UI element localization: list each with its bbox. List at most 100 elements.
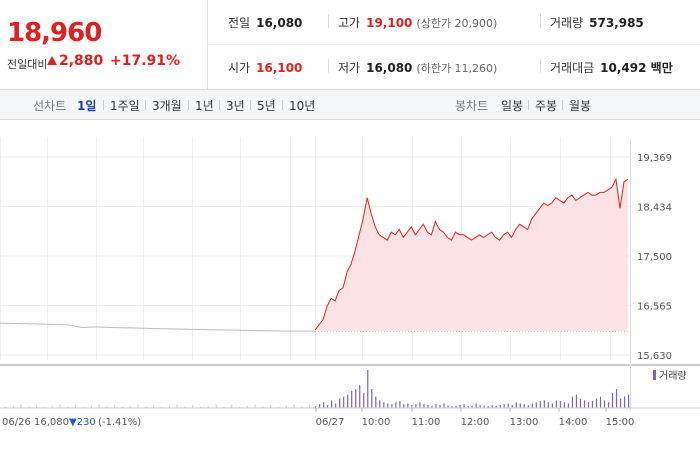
tab-weekly-candle[interactable]: 주봉 (535, 99, 558, 113)
volume-bar (415, 404, 417, 408)
volume-bar (153, 405, 155, 408)
volume-bar (319, 404, 321, 408)
volume-bar (475, 403, 477, 408)
volume-bar (387, 403, 389, 408)
volume-bar (98, 404, 100, 408)
volume-bar (443, 403, 445, 408)
volume-bar (395, 402, 397, 408)
volume-bar (67, 406, 69, 408)
tab-daily-candle[interactable]: 일봉 (501, 99, 524, 113)
volume-legend-swatch (653, 370, 656, 380)
low-value: 16,080 (366, 61, 413, 75)
volume-bar (543, 400, 545, 408)
volume-bar (20, 404, 22, 408)
tab-1day[interactable]: 1일 (77, 99, 97, 113)
volume-bar (487, 406, 489, 408)
volume-bar (455, 405, 457, 408)
line-chart-label: 선차트 (33, 99, 67, 113)
volume-bar (411, 404, 413, 408)
high-value: 19,100 (366, 16, 413, 30)
volume-bar (323, 402, 325, 408)
volume-bar (215, 404, 217, 408)
volume-bar (419, 402, 421, 408)
price-box: 18,960 전일대비 2,880 +17.91% (0, 0, 208, 89)
volume-bar (615, 389, 618, 408)
volume-bar (599, 396, 602, 408)
volume-bar (335, 403, 337, 408)
candle-chart-label: 봉차트 (455, 99, 489, 113)
tab-1year[interactable]: 1년 (195, 99, 214, 113)
volume-bar (383, 402, 385, 408)
price-line-path (314, 177, 629, 331)
upper-limit: (상한가 20,900) (416, 17, 498, 30)
volume-bar (168, 405, 170, 408)
volume-bar (611, 392, 614, 408)
trade-value-label: 거래대금 (550, 61, 595, 75)
volume-bar (559, 401, 561, 408)
volume-bar (451, 406, 453, 408)
prev-day-series (0, 322, 630, 332)
volume-bar (575, 394, 578, 408)
x-axis: 06/27 10:00 11:00 12:00 13:00 14:00 15:00 (315, 408, 634, 428)
volume-bar (447, 405, 449, 408)
high-price: 고가 19,100 (상한가 20,900) (338, 14, 497, 31)
tab-1week[interactable]: 1주일 (110, 99, 140, 113)
volume-bar (114, 405, 116, 408)
volume-bar (351, 390, 353, 408)
volume-bar (571, 396, 574, 408)
tab-5years[interactable]: 5년 (257, 99, 276, 113)
x-tick-label: 06/27 (316, 417, 345, 428)
volume-bar (479, 404, 481, 408)
volume-bar (293, 404, 295, 408)
volume-bar (555, 400, 557, 408)
change-label: 전일대비 (7, 58, 48, 71)
volume-bar (595, 398, 598, 408)
change-percent: +17.91% (110, 53, 181, 69)
volume-bar (628, 394, 630, 408)
volume-bar (563, 402, 565, 408)
y-axis: 19,369 18,434 17,500 16,565 15,630 (637, 153, 672, 362)
tab-10years[interactable]: 10년 (289, 99, 316, 113)
volume-bar (407, 403, 409, 408)
volume-bar (399, 401, 401, 408)
volume-bar (427, 404, 429, 408)
volume-label: 거래량 (550, 16, 584, 30)
high-label: 고가 (338, 16, 361, 30)
volume-bar (106, 406, 108, 408)
tab-monthly-candle[interactable]: 월봉 (569, 99, 592, 113)
volume-bar (587, 402, 590, 408)
volume-bar (579, 398, 582, 408)
prev-close-label: 전일 (228, 16, 251, 30)
volume-bar (439, 404, 441, 408)
volume-bar (327, 404, 329, 408)
open-value: 16,100 (256, 61, 303, 75)
volume-bar (36, 405, 38, 408)
volume-bar (262, 406, 264, 408)
quote-summary: 18,960 전일대비 2,880 +17.91% 전일 16,080 고가 19,… (0, 0, 700, 90)
volume-bar (499, 404, 501, 408)
volume-bar (145, 406, 147, 408)
current-price: 18,960 (7, 18, 102, 48)
tab-3years[interactable]: 3년 (226, 99, 245, 113)
volume-bar (184, 406, 186, 408)
volume-bar (246, 405, 248, 408)
volume-bar (375, 396, 377, 408)
trade-value-value: 10,492 백만 (600, 61, 673, 75)
volume-bar (367, 370, 369, 408)
x-tick-label: 12:00 (461, 417, 490, 428)
y-tick-label: 19,369 (637, 153, 672, 164)
volume-bar (359, 385, 361, 408)
y-tick-label: 18,434 (637, 203, 672, 214)
volume-bar (315, 406, 317, 408)
volume-bar (343, 396, 345, 408)
volume-bars (0, 370, 700, 409)
prev-day-close: 16,080 (34, 417, 69, 428)
x-tick-label: 10:00 (362, 417, 391, 428)
price-area-fill (315, 179, 628, 332)
trade-value: 거래대금 10,492 백만 (550, 59, 673, 76)
prev-day-date: 06/26 (2, 417, 31, 428)
volume-bar (270, 405, 272, 408)
tab-3months[interactable]: 3개월 (152, 99, 182, 113)
volume-bar (176, 404, 178, 408)
volume-bar (483, 405, 485, 408)
